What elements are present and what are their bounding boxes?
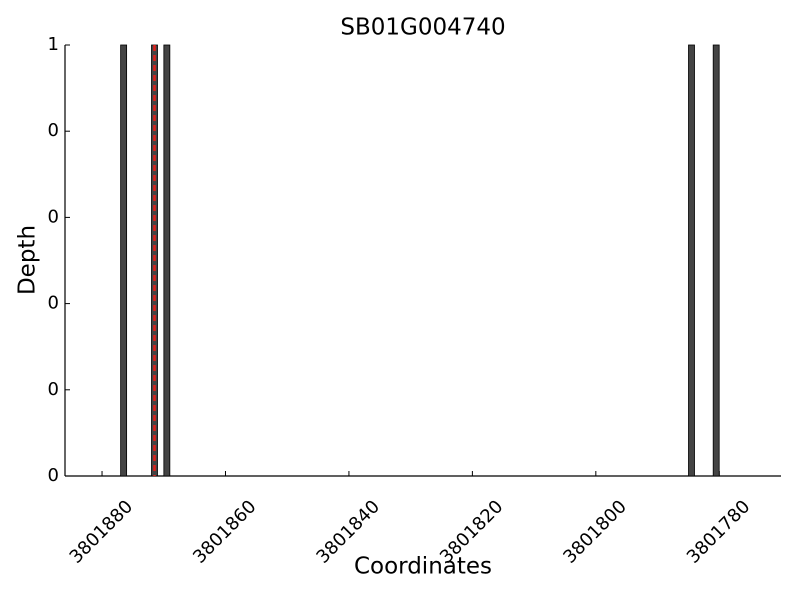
bar (688, 44, 695, 477)
y-tick-label: 1 (48, 34, 59, 55)
bar (120, 44, 128, 477)
x-tick-label: 3801860 (189, 496, 261, 568)
y-axis-label: Depth (15, 225, 41, 295)
bar (163, 44, 171, 477)
x-tick-label: 3801880 (66, 496, 138, 568)
y-tick-label: 0 (48, 293, 59, 314)
y-tick-label: 0 (48, 206, 59, 227)
x-tick-label: 3801780 (683, 496, 755, 568)
y-tick-label: 0 (48, 379, 59, 400)
y-tick-label: 0 (48, 120, 59, 141)
chart-title: SB01G004740 (340, 15, 505, 41)
y-tick-label: 0 (48, 465, 59, 486)
x-tick-label: 3801800 (559, 496, 631, 568)
bar (712, 44, 720, 477)
x-axis-label: Coordinates (354, 554, 492, 580)
